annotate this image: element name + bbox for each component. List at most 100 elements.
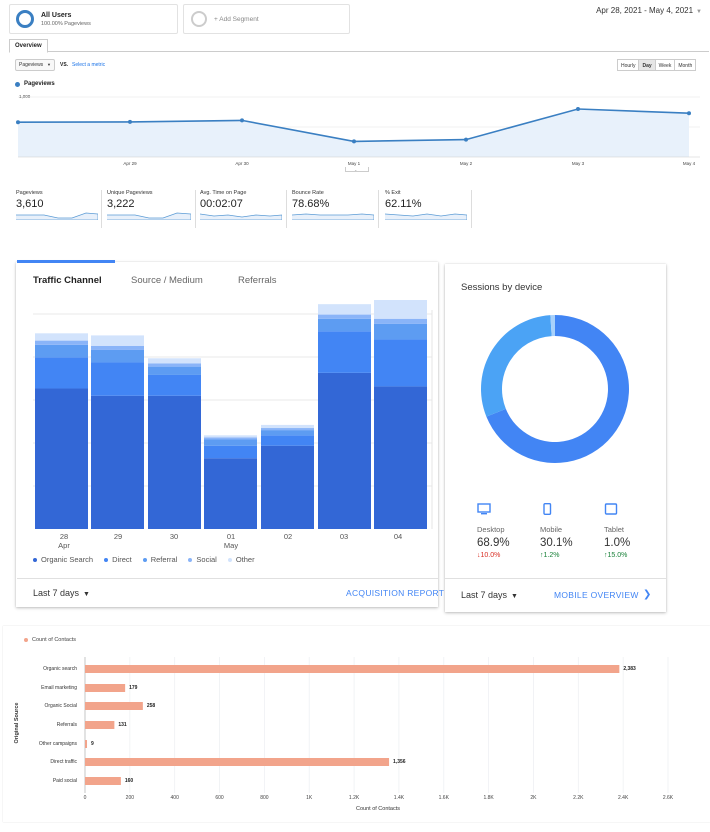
bar-segment-direct: [204, 445, 257, 459]
bar-segment-organic-search: [318, 372, 371, 529]
bar-segment-referral: [91, 349, 144, 363]
x-tick-day: 28: [59, 532, 69, 541]
metric-sparkline: [16, 212, 98, 220]
device-change: ↑15.0%: [604, 552, 628, 559]
desktop-icon: [477, 503, 491, 515]
date-range-picker[interactable]: Apr 28, 2021 - May 4, 2021 ▼: [596, 6, 702, 15]
x-tick-label: 2K: [530, 795, 537, 801]
donut-slice-desktop: [486, 315, 629, 463]
metric-select[interactable]: Pageviews ▼: [15, 59, 55, 71]
tablet-icon: [604, 503, 618, 515]
bar-segment-organic-search: [91, 395, 144, 529]
contacts-legend: Count of Contacts: [24, 637, 76, 643]
tab-traffic-channel[interactable]: Traffic Channel: [33, 275, 102, 286]
x-tick-day: 04: [393, 532, 403, 541]
legend-label: Other: [235, 555, 255, 564]
segment-subtitle: 100.00% Pageviews: [41, 21, 91, 27]
legend-dot: [24, 638, 28, 642]
bar-segment-organic-search: [374, 386, 427, 529]
device-desktop: Desktop 68.9% ↓10.0%: [477, 502, 537, 559]
x-tick-label: 28 Apr: [58, 532, 70, 550]
x-tick-label: 03: [340, 532, 348, 541]
data-point: [576, 107, 580, 111]
add-segment-icon: [191, 11, 207, 27]
tab-referrals[interactable]: Referrals: [238, 275, 277, 286]
legend-item-organic-search[interactable]: Organic Search: [33, 555, 93, 564]
period-dropdown[interactable]: Last 7 days ▼: [33, 588, 90, 598]
legend-item-social[interactable]: Social: [188, 555, 217, 564]
category-label: Referrals: [56, 722, 77, 728]
metric-unique-pageviews[interactable]: Unique Pageviews 3,222: [107, 190, 196, 228]
x-tick-label: 1.4K: [393, 795, 405, 801]
legend-item-other[interactable]: Other: [227, 555, 255, 564]
device-name: Desktop: [477, 525, 505, 534]
card-footer-divider: [445, 578, 666, 579]
x-tick-label: 0: [83, 795, 87, 801]
bar-segment-referral: [148, 366, 201, 375]
metric-sparkline: [107, 212, 191, 220]
x-tick-label: 600: [215, 795, 224, 801]
select-metric-link[interactable]: Select a metric: [72, 62, 106, 68]
device-change: ↑1.2%: [540, 552, 560, 559]
legend-dot: [15, 81, 20, 87]
metric-exit[interactable]: % Exit 62.11%: [385, 190, 472, 228]
x-tick-label: 01 May: [224, 532, 238, 550]
legend-label: Count of Contacts: [32, 637, 77, 643]
data-point: [464, 137, 468, 142]
granularity-day-button[interactable]: Day: [638, 59, 656, 71]
legend-dot: [104, 557, 109, 562]
metric-avg-time[interactable]: Avg. Time on Page 00:02:07: [200, 190, 287, 228]
acquisition-report-link[interactable]: ACQUISITION REPORT: [346, 588, 445, 598]
bar-segment-direct: [91, 362, 144, 396]
bar-direct-traffic: [85, 758, 390, 766]
legend-item-direct[interactable]: Direct: [104, 555, 132, 564]
granularity-week-button[interactable]: Week: [654, 59, 676, 71]
chart-scroll-handle[interactable]: ⌄: [345, 167, 369, 172]
metric-label: % Exit: [385, 190, 401, 196]
metric-label: Avg. Time on Page: [200, 190, 247, 196]
x-tick-label: 02: [284, 532, 292, 541]
granularity-toggle: Hourly Day Week Month: [617, 59, 697, 71]
x-tick-day: 02: [283, 532, 293, 541]
metric-label: Unique Pageviews: [107, 190, 153, 196]
mobile-overview-link[interactable]: MOBILE OVERVIEW: [554, 590, 639, 600]
category-label: Email marketing: [41, 685, 77, 691]
metric-bounce-rate[interactable]: Bounce Rate 78.68%: [292, 190, 379, 228]
add-segment-label: + Add Segment: [214, 16, 259, 23]
data-label: 258: [146, 703, 156, 709]
device-value: 68.9%: [477, 537, 510, 549]
granularity-hourly-button[interactable]: Hourly: [617, 59, 640, 71]
tab-overview[interactable]: Overview: [9, 39, 48, 53]
bar-segment-direct: [148, 374, 201, 396]
period-dropdown[interactable]: Last 7 days ▼: [461, 590, 518, 600]
x-tick-label: May 1: [347, 161, 361, 166]
bar-segment-social: [91, 345, 144, 350]
metric-label: Bounce Rate: [292, 190, 324, 196]
chevron-down-icon: ▼: [696, 9, 702, 15]
device-change: ↓10.0%: [477, 552, 501, 559]
x-axis-label: Count of Contacts: [355, 806, 401, 812]
metric-sparkline: [385, 213, 467, 220]
device-donut-chart: [481, 315, 629, 463]
legend-label: Pageviews: [24, 81, 55, 87]
legend-item-referral[interactable]: Referral: [142, 555, 177, 564]
add-segment-button[interactable]: + Add Segment: [183, 4, 350, 34]
bar-segment-direct: [35, 357, 88, 389]
caret-down-icon: ▼: [83, 591, 90, 598]
tab-source-medium[interactable]: Source / Medium: [131, 275, 203, 286]
data-point: [16, 120, 20, 125]
bar-paid-social: [85, 777, 121, 785]
x-tick-day: 03: [339, 532, 349, 541]
segment-all-users[interactable]: All Users 100.00% Pageviews: [9, 4, 178, 34]
caret-down-icon: ▼: [511, 593, 518, 600]
x-tick-label: May 2: [459, 161, 473, 166]
contacts-horizontal-bar-chart: [84, 657, 669, 793]
metric-pageviews[interactable]: Pageviews 3,610: [16, 190, 102, 228]
donut-slice-tablet: [550, 315, 555, 337]
period-label: Last 7 days: [461, 590, 508, 600]
chevron-right-icon[interactable]: ❯: [643, 589, 652, 600]
bar-segment-direct: [318, 331, 371, 373]
granularity-month-button[interactable]: Month: [674, 59, 697, 71]
x-tick-month: May: [223, 541, 239, 550]
analytics-overview-panel: All Users 100.00% Pageviews + Add Segmen…: [0, 0, 710, 242]
